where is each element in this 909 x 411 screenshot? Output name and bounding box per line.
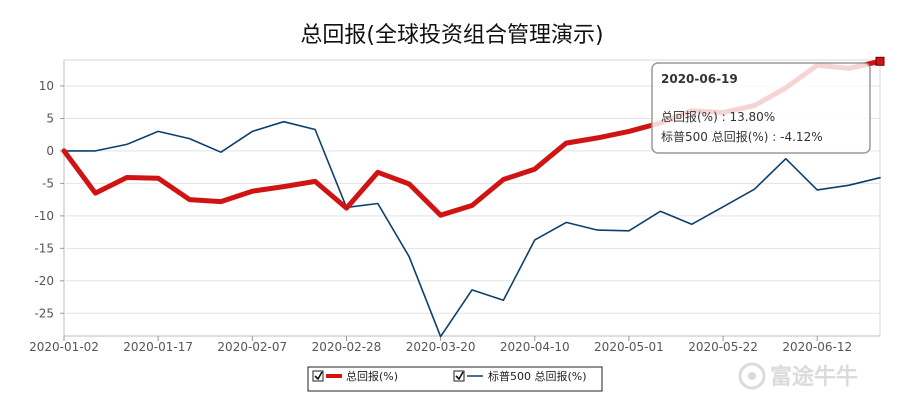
legend: 总回报(%) 标普500 总回报(%) [307,366,603,392]
tooltip-date: 2020-06-19 [661,72,738,86]
y-tick-label: 5 [46,111,54,125]
x-tick-label: 2020-05-22 [688,340,758,354]
checkmark-icon [455,371,464,381]
legend-item-total-return[interactable]: 总回报(%) [312,369,398,383]
x-tick-label: 2020-06-12 [782,340,852,354]
x-tick-label: 2020-02-28 [312,340,382,354]
x-tick-label: 2020-02-07 [217,340,287,354]
x-tick-label: 2020-03-20 [406,340,476,354]
watermark-logo-dot [748,372,756,380]
x-tick-label: 2020-04-10 [500,340,570,354]
tooltip-total-return: 总回报(%) : 13.80% [661,109,775,124]
watermark-text: 富途牛牛 [770,364,858,390]
x-tick-label: 2020-01-02 [29,340,99,354]
legend-label-sp500: 标普500 总回报(%) [488,369,587,383]
y-tick-label: 10 [39,79,54,93]
watermark-logo-icon [738,362,766,390]
y-tick-label: 0 [46,144,54,158]
grid-lines [63,59,881,337]
watermark: 富途牛牛 [738,362,858,390]
chart-title: 总回报(全球投资组合管理演示) [300,23,603,48]
checkmark-icon [314,371,323,381]
y-tick-label: -25 [34,306,54,320]
y-tick-label: -10 [34,209,54,223]
tooltip-sp500-return: 标普500 总回报(%) : -4.12% [661,129,823,144]
tooltip-box [651,62,871,154]
y-tick-label: -5 [42,176,54,190]
x-tick-label: 2020-05-01 [594,340,664,354]
y-tick-label: -15 [34,241,54,255]
legend-checkbox-sp500[interactable] [453,370,465,382]
hover-point-marker[interactable] [875,56,885,66]
legend-label-total-return: 总回报(%) [346,369,398,383]
series-line-sp500 [63,120,881,338]
legend-item-sp500[interactable]: 标普500 总回报(%) [453,369,587,383]
tooltip: 2020-06-19 总回报(%) : 13.80% 标普500 总回报(%) … [651,62,871,154]
legend-checkbox-total-return[interactable] [312,370,324,382]
x-tick-label: 2020-01-17 [123,340,193,354]
y-tick-label: -20 [34,274,54,288]
y-axis-ticks: 10 5 0 -5 -10 -15 -20 -25 [34,79,64,320]
x-axis-ticks: 2020-01-02 2020-01-17 2020-02-07 2020-02-28… [29,336,852,354]
